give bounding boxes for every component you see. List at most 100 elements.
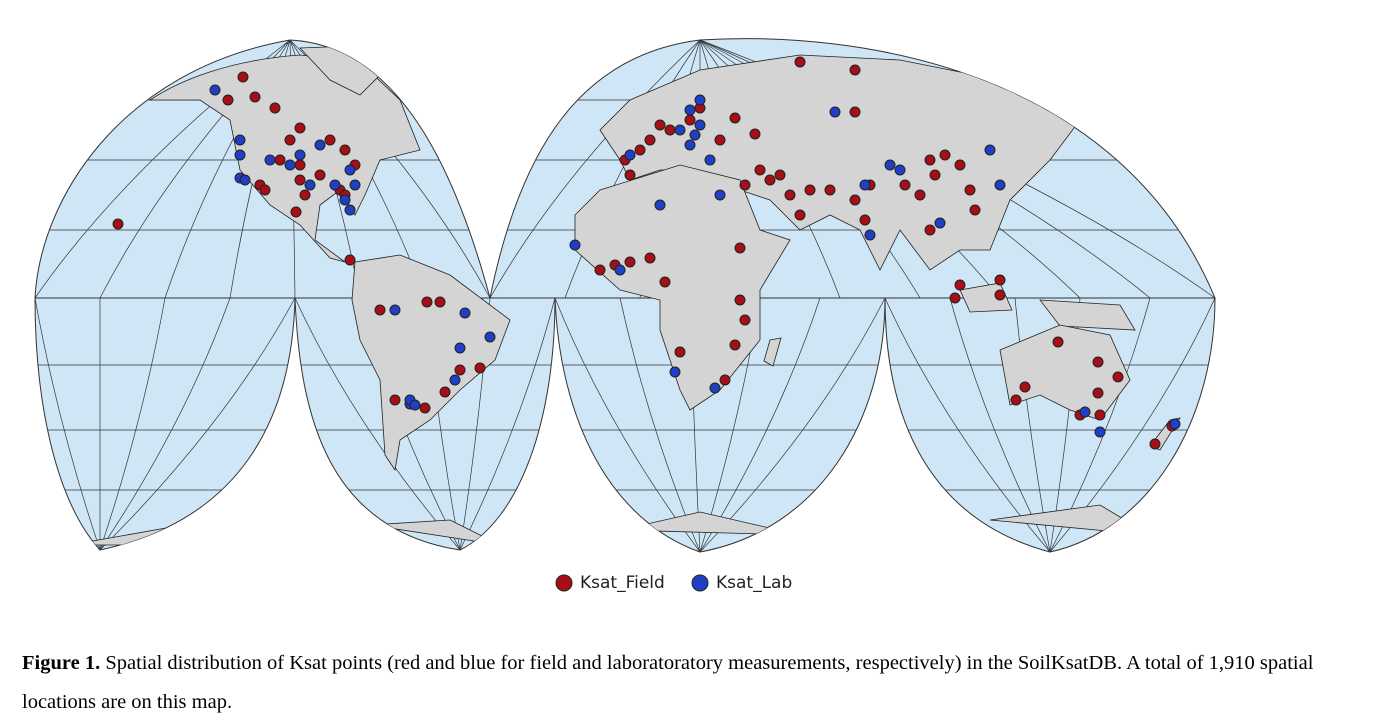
lab-point [709,382,721,394]
field-point [794,209,806,221]
field-point [994,289,1006,301]
meridian [99,297,166,551]
world-map: Ksat_Field Ksat_Lab [34,38,1216,593]
field-point [994,274,1006,286]
lab-point [389,304,401,316]
field-point [644,252,656,264]
lab-point [684,139,696,151]
lab-point [684,104,696,116]
lab-point [1079,406,1091,418]
field-point [249,91,261,103]
field-point [314,169,326,181]
points [112,56,1181,450]
lab-point [409,399,421,411]
lab-point [349,179,361,191]
field-point [374,304,386,316]
field-point [474,362,486,374]
field-point [664,124,676,136]
lab-point [294,149,306,161]
lab-point [984,144,996,156]
field-point [849,194,861,206]
lab-point [864,229,876,241]
lobe [884,297,1216,553]
field-point [824,184,836,196]
field-point [784,189,796,201]
field-point [849,106,861,118]
field-point [674,346,686,358]
field-point [899,179,911,191]
legend: Ksat_Field Ksat_Lab [555,573,792,593]
lab-point [234,149,246,161]
field-point [764,174,776,186]
field-point [284,134,296,146]
field-point [739,179,751,191]
field-point [339,144,351,156]
lab-point [829,106,841,118]
field-point [294,122,306,134]
field-point [924,224,936,236]
lab-point [344,204,356,216]
field-point [949,292,961,304]
field-point [654,119,666,131]
lab-point [484,331,496,343]
field-point [729,339,741,351]
field-point [739,314,751,326]
field-point [324,134,336,146]
legend-marker [691,574,709,592]
lab-point [894,164,906,176]
lab-point [459,307,471,319]
lobe [34,297,296,551]
field-point [624,256,636,268]
field-point [294,159,306,171]
field-point [729,112,741,124]
meridian [294,297,461,551]
field-point [849,64,861,76]
lab-point [689,129,701,141]
madagascar [763,337,782,367]
field-point [964,184,976,196]
meridian [35,297,101,551]
field-point [684,114,696,126]
lab-point [704,154,716,166]
lab-point [1094,426,1106,438]
field-point [421,296,433,308]
meridian [99,297,231,551]
field-point [859,214,871,226]
field-point [794,56,806,68]
field-point [389,394,401,406]
caption: Figure 1. Spatial distribution of Ksat p… [22,644,1367,722]
field-point [969,204,981,216]
field-point [644,134,656,146]
field-point [659,276,671,288]
field-point [774,169,786,181]
lab-point [449,374,461,386]
field-point [222,94,234,106]
field-point [1010,394,1022,406]
field-point [939,149,951,161]
field-point [294,174,306,186]
lab-point [1169,418,1181,430]
meridian [99,297,296,551]
field-point [269,102,281,114]
caption-label: Figure 1. [22,652,101,674]
caption-text: Spatial distribution of Ksat points (red… [22,652,1314,713]
lab-point [284,159,296,171]
field-point [714,134,726,146]
field-point [929,169,941,181]
meridian [564,39,701,299]
lab-point [569,239,581,251]
field-point [290,206,302,218]
field-point [299,189,311,201]
lab-point [714,189,726,201]
field-point [112,218,124,230]
field-point [734,242,746,254]
field-point [914,189,926,201]
lab-point [654,199,666,211]
field-point [439,386,451,398]
field-point [1092,387,1104,399]
field-point [237,71,249,83]
field-point [344,254,356,266]
meridian [489,39,701,299]
lab-point [884,159,896,171]
field-point [454,364,466,376]
